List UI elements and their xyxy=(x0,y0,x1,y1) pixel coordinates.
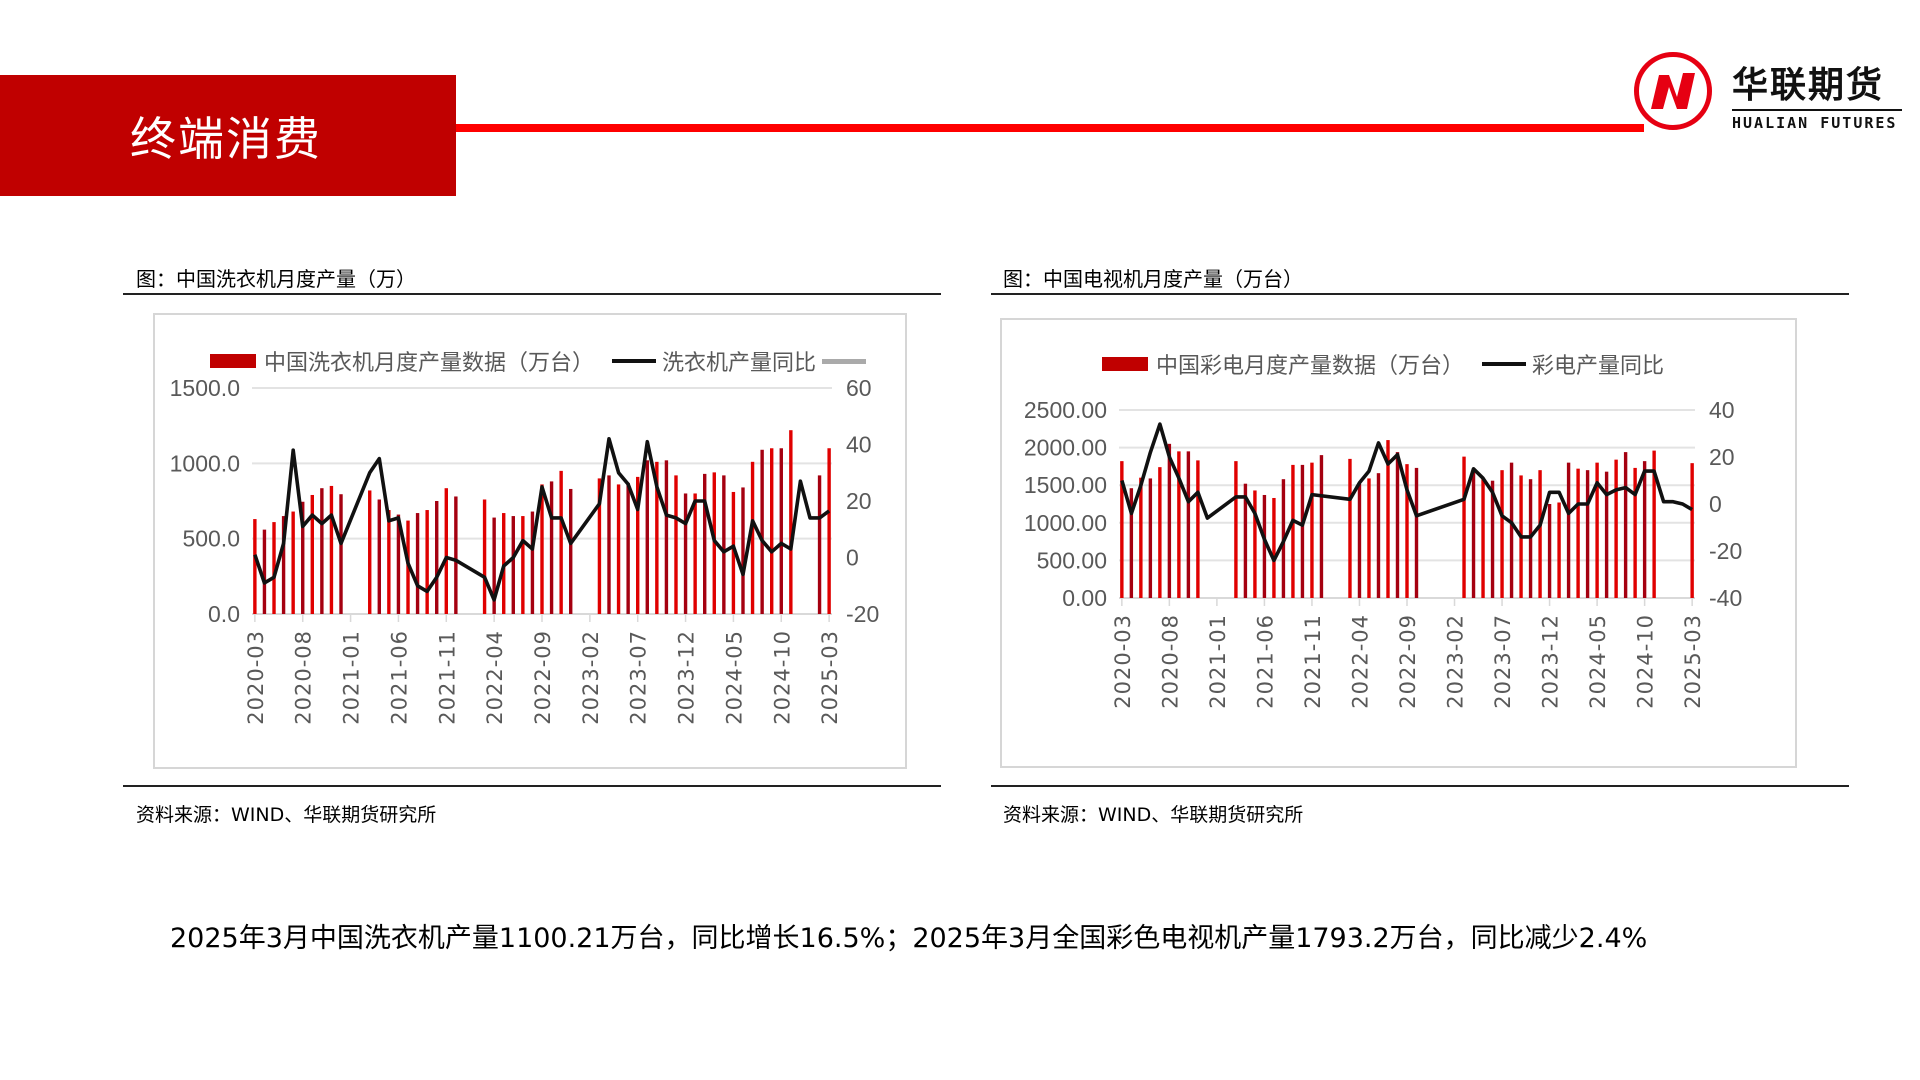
svg-text:2021-11: 2021-11 xyxy=(1301,614,1325,709)
svg-text:0.0: 0.0 xyxy=(208,601,240,627)
summary-text: 2025年3月中国洗衣机产量1100.21万台，同比增长16.5%；2025年3… xyxy=(170,923,1648,954)
svg-text:500.00: 500.00 xyxy=(1037,547,1107,573)
svg-text:2022-09: 2022-09 xyxy=(1396,614,1420,709)
washing-machine-chart-legend: 中国洗衣机月度产量数据（万台） 洗衣机产量同比 xyxy=(210,345,867,377)
legend-bar-swatch xyxy=(1102,357,1148,371)
svg-text:2025-03: 2025-03 xyxy=(1681,614,1705,709)
svg-text:2020-03: 2020-03 xyxy=(244,630,268,725)
svg-text:2023-12: 2023-12 xyxy=(1539,614,1563,709)
legend-line-label: 洗衣机产量同比 xyxy=(662,351,817,376)
legend-line-label: 彩电产量同比 xyxy=(1532,354,1665,379)
left-chart-caption: 图：中国洗衣机月度产量（万） xyxy=(136,267,416,291)
svg-text:2021-11: 2021-11 xyxy=(435,630,459,725)
svg-text:2022-09: 2022-09 xyxy=(531,630,555,725)
logo-english-name: HUALIAN FUTURES xyxy=(1732,114,1898,132)
svg-text:2020-08: 2020-08 xyxy=(292,630,316,725)
tv-chart: 0.00 500.00 1000.00 1500.00 2000.00 2500.00 -4… xyxy=(1000,318,1797,768)
svg-text:2021-06: 2021-06 xyxy=(387,630,411,725)
svg-text:-40: -40 xyxy=(1709,585,1742,611)
right-chart-caption: 图：中国电视机月度产量（万台） xyxy=(1003,267,1303,291)
washing-machine-chart: 0.0 500.0 1000.0 1500.0 -20 0 20 40 60 2020-03 202… xyxy=(153,313,907,769)
svg-text:40: 40 xyxy=(846,432,872,458)
svg-text:2024-10: 2024-10 xyxy=(770,630,794,725)
right-source: 资料来源：WIND、华联期货研究所 xyxy=(1003,804,1304,826)
svg-text:20: 20 xyxy=(846,488,872,514)
svg-text:2021-06: 2021-06 xyxy=(1253,614,1277,709)
svg-text:0.00: 0.00 xyxy=(1062,585,1107,611)
section-title: 终端消费 xyxy=(130,111,322,166)
svg-text:2023-07: 2023-07 xyxy=(627,630,651,725)
svg-text:2021-01: 2021-01 xyxy=(1206,614,1230,709)
logo-divider xyxy=(1732,109,1902,111)
legend-bar-label: 中国洗衣机月度产量数据（万台） xyxy=(264,351,595,376)
svg-text:2020-03: 2020-03 xyxy=(1111,614,1135,709)
svg-text:2024-05: 2024-05 xyxy=(722,630,746,725)
svg-text:500.0: 500.0 xyxy=(182,526,240,552)
svg-text:2023-07: 2023-07 xyxy=(1491,614,1515,709)
svg-text:2023-02: 2023-02 xyxy=(1444,614,1468,709)
tv-chart-legend: 中国彩电月度产量数据（万台） 彩电产量同比 xyxy=(1102,348,1664,380)
svg-text:2023-12: 2023-12 xyxy=(675,630,699,725)
svg-text:20: 20 xyxy=(1709,444,1735,470)
left-caption-rule xyxy=(123,293,941,295)
svg-text:2023-02: 2023-02 xyxy=(579,630,603,725)
hualian-logo: 华联期货 HUALIAN FUTURES xyxy=(1630,50,1920,140)
left-source: 资料来源：WIND、华联期货研究所 xyxy=(136,804,437,826)
right-source-rule xyxy=(991,785,1849,787)
svg-text:2022-04: 2022-04 xyxy=(1348,614,1372,709)
legend-line-swatch xyxy=(1482,362,1527,366)
title-rule xyxy=(456,124,1644,132)
svg-text:1000.0: 1000.0 xyxy=(170,450,240,476)
svg-text:40: 40 xyxy=(1709,397,1735,423)
logo-n-icon xyxy=(1634,52,1712,130)
tv-chart-plot: 0.00 500.00 1000.00 1500.00 2000.00 2500.00 -4… xyxy=(1024,397,1742,709)
svg-text:-20: -20 xyxy=(1709,538,1742,564)
svg-text:2025-03: 2025-03 xyxy=(818,630,842,725)
legend-line-swatch xyxy=(612,359,657,363)
svg-text:0: 0 xyxy=(1709,491,1722,517)
svg-text:2021-01: 2021-01 xyxy=(340,630,364,725)
svg-text:2000.00: 2000.00 xyxy=(1024,435,1107,461)
right-caption-rule xyxy=(991,293,1849,295)
legend-gray-swatch xyxy=(822,358,867,364)
svg-text:1500.00: 1500.00 xyxy=(1024,472,1107,498)
svg-text:2024-10: 2024-10 xyxy=(1634,614,1658,709)
svg-text:1000.00: 1000.00 xyxy=(1024,510,1107,536)
svg-text:1500.0: 1500.0 xyxy=(170,375,240,401)
legend-bar-swatch xyxy=(210,354,256,368)
svg-text:2024-05: 2024-05 xyxy=(1586,614,1610,709)
left-source-rule xyxy=(123,785,941,787)
section-title-block: 终端消费 xyxy=(0,75,456,196)
svg-text:60: 60 xyxy=(846,375,872,401)
svg-text:2500.00: 2500.00 xyxy=(1024,397,1107,423)
washing-machine-chart-plot: 0.0 500.0 1000.0 1500.0 -20 0 20 40 60 2020-03 202… xyxy=(170,375,880,725)
svg-text:0: 0 xyxy=(846,545,859,571)
svg-text:2020-08: 2020-08 xyxy=(1158,614,1182,709)
logo-chinese-name: 华联期货 xyxy=(1732,65,1885,106)
svg-text:2022-04: 2022-04 xyxy=(483,630,507,725)
svg-text:-20: -20 xyxy=(846,601,879,627)
legend-bar-label: 中国彩电月度产量数据（万台） xyxy=(1156,354,1465,379)
